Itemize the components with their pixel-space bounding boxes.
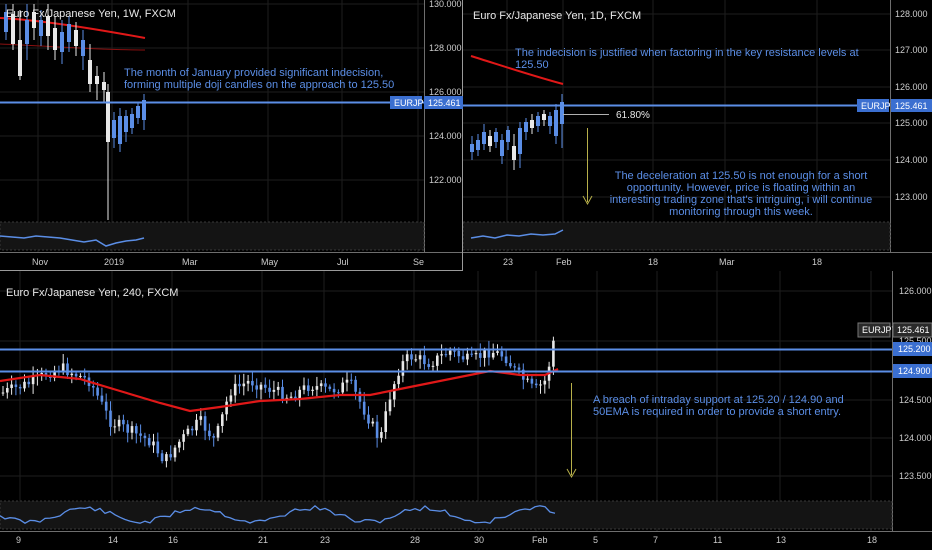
daily-price-badge	[891, 99, 932, 112]
h4-x-tick: 23	[320, 535, 330, 545]
weekly-symbol-label: EURJPY	[394, 98, 430, 108]
h4-y-tick: 124.500	[899, 395, 932, 405]
weekly-chart-svg[interactable]: 130.000 128.000 126.000 124.000 122.000 …	[0, 0, 463, 271]
weekly-x-tick: May	[261, 257, 279, 267]
weekly-oscillator-pane	[0, 221, 425, 251]
daily-chart-svg[interactable]: 61.80% 128.000 127.000 126.000 125.000 1…	[463, 0, 932, 271]
h4-chart-panel[interactable]: 126.000 125.500 124.500 124.000 123.500 …	[0, 271, 932, 550]
daily-down-arrow-head	[582, 195, 593, 206]
daily-oscillator-line	[470, 229, 564, 239]
daily-x-tick: 18	[812, 257, 822, 267]
h4-x-tick: Feb	[532, 535, 548, 545]
weekly-symbol-badge	[390, 96, 422, 109]
h4-x-tick: 5	[593, 535, 598, 545]
daily-chart-title: Euro Fx/Japanese Yen, 1D, FXCM	[473, 10, 642, 22]
h4-level-label: 125.200	[898, 344, 931, 354]
daily-y-tick: 126.000	[895, 82, 928, 92]
h4-chart-title: Euro Fx/Japanese Yen, 240, FXCM	[6, 287, 179, 299]
daily-price-label: 125.461	[895, 101, 928, 111]
h4-x-tick: 18	[867, 535, 877, 545]
h4-y-tick: 126.000	[899, 286, 932, 296]
weekly-y-tick: 130.000	[429, 0, 462, 9]
daily-x-tick: Feb	[556, 257, 572, 267]
daily-annotation-top: The indecision is justified when factori…	[515, 47, 859, 71]
daily-symbol-label: EURJPY	[861, 101, 897, 111]
h4-annotation: A breach of intraday support at 125.20 /…	[593, 394, 844, 418]
weekly-x-tick: Se	[413, 257, 424, 267]
daily-ema-line	[470, 55, 564, 85]
daily-y-tick: 124.000	[895, 155, 928, 165]
daily-y-tick: 123.000	[895, 192, 928, 202]
daily-y-tick: 125.000	[895, 118, 928, 128]
weekly-ema-line	[0, 17, 146, 39]
h4-level-badge-124-90	[893, 364, 932, 378]
weekly-y-tick: 122.000	[429, 175, 462, 185]
daily-y-tick: 128.000	[895, 9, 928, 19]
weekly-y-tick: 126.000	[429, 87, 462, 97]
weekly-ema-slow-line	[0, 43, 146, 51]
h4-x-tick: 30	[474, 535, 484, 545]
daily-x-ticks: 23 Feb 18 Mar 18	[503, 257, 822, 267]
weekly-chart-panel[interactable]: 130.000 128.000 126.000 124.000 122.000 …	[0, 0, 463, 271]
weekly-x-tick: Mar	[182, 257, 198, 267]
daily-annotation-bottom: The deceleration at 125.50 is not enough…	[609, 170, 873, 218]
daily-candles	[470, 94, 564, 170]
daily-x-tick: Mar	[719, 257, 735, 267]
daily-grid	[463, 0, 890, 252]
h4-x-tick: 7	[653, 535, 658, 545]
h4-level-label: 124.900	[898, 366, 931, 376]
weekly-price-label: 125.461	[428, 98, 461, 108]
h4-down-arrow-head	[566, 468, 577, 479]
h4-grid	[0, 290, 892, 477]
h4-ema-line	[0, 368, 559, 413]
h4-level-badge-125-20	[893, 342, 932, 356]
h4-price-label: 125.461	[897, 325, 930, 335]
daily-y-ticks: 128.000 127.000 126.000 125.000 124.000 …	[895, 9, 928, 202]
weekly-y-tick: 124.000	[429, 131, 462, 141]
weekly-chart-title: Euro Fx/Japanese Yen, 1W, FXCM	[6, 8, 176, 20]
h4-chart-svg[interactable]: 126.000 125.500 124.500 124.000 123.500 …	[0, 271, 932, 550]
h4-x-tick: 21	[258, 535, 268, 545]
h4-x-tick: 9	[16, 535, 21, 545]
h4-vertical-grid	[19, 271, 872, 531]
daily-fib-label: 61.80%	[616, 110, 650, 121]
h4-x-ticks: 9 14 16 21 23 28 30 Feb 5 7 11 13 18	[16, 535, 877, 545]
daily-oscillator-pane	[463, 221, 891, 251]
weekly-price-badge	[424, 96, 463, 109]
h4-x-tick: 28	[410, 535, 420, 545]
h4-price-badge	[892, 322, 932, 338]
daily-x-tick: 23	[503, 257, 513, 267]
weekly-x-ticks: Nov 2019 Mar May Jul Se	[32, 257, 424, 267]
weekly-x-tick: Nov	[32, 257, 49, 267]
h4-symbol-label: EURJPY	[862, 325, 898, 335]
h4-y-tick: 123.500	[899, 471, 932, 481]
h4-y-tick: 124.000	[899, 433, 932, 443]
h4-symbol-badge	[857, 322, 891, 338]
daily-symbol-badge	[857, 99, 889, 112]
weekly-candles	[4, 4, 146, 220]
weekly-oscillator-line	[0, 235, 145, 247]
h4-candles	[1, 336, 555, 468]
weekly-y-ticks: 130.000 128.000 126.000 124.000 122.000	[429, 0, 462, 185]
h4-oscillator-pane	[0, 500, 893, 530]
daily-chart-panel[interactable]: 61.80% 128.000 127.000 126.000 125.000 1…	[463, 0, 932, 271]
h4-x-tick: 11	[713, 535, 722, 545]
h4-y-tick: 125.500	[899, 336, 932, 346]
h4-x-tick: 14	[108, 535, 118, 545]
weekly-x-tick: 2019	[104, 257, 124, 267]
daily-x-tick: 18	[648, 257, 658, 267]
weekly-x-tick: Jul	[337, 257, 349, 267]
h4-y-ticks: 126.000 125.500 124.500 124.000 123.500	[899, 286, 932, 481]
h4-x-tick: 16	[168, 535, 178, 545]
weekly-annotation: The month of January provided significan…	[124, 67, 395, 91]
h4-x-tick: 13	[776, 535, 786, 545]
daily-y-tick: 127.000	[895, 45, 928, 55]
h4-oscillator-line	[0, 504, 556, 524]
weekly-y-tick: 128.000	[429, 43, 462, 53]
